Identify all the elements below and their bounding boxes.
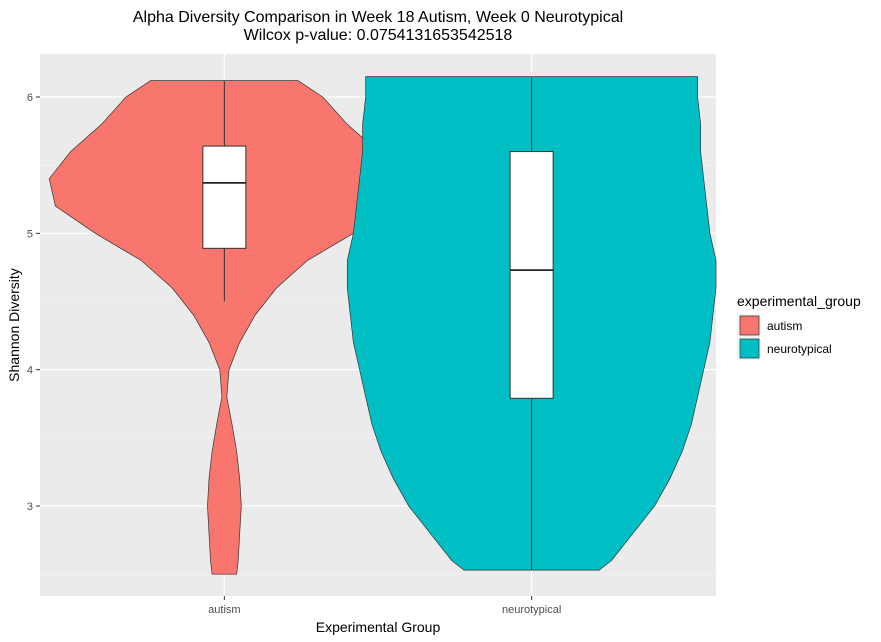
legend: experimental_group autism neurotypical <box>737 293 861 360</box>
y-tick-label: 6 <box>27 92 33 104</box>
legend-keys: autism neurotypical <box>737 314 832 360</box>
violin-autism <box>48 80 400 575</box>
box-autism <box>202 145 247 249</box>
y-axis-title: Shannon Diversity <box>6 268 22 382</box>
legend-label-neurotypical: neurotypical <box>767 342 832 356</box>
axes: 3 4 5 6 autism neurotypical <box>27 92 561 616</box>
chart-title: Alpha Diversity Comparison in Week 18 Au… <box>133 9 623 26</box>
legend-swatch-neurotypical <box>739 338 760 359</box>
y-tick-label: 3 <box>27 501 33 513</box>
legend-label-autism: autism <box>767 319 802 333</box>
y-tick-label: 5 <box>27 228 33 240</box>
x-tick-label: neurotypical <box>502 604 561 616</box>
y-tick-label: 4 <box>27 365 33 377</box>
chart-subtitle: Wilcox p-value: 0.0754131653542518 <box>244 27 513 44</box>
box-neurotypical <box>509 151 554 399</box>
legend-title: experimental_group <box>737 293 861 309</box>
x-axis-title: Experimental Group <box>316 619 441 635</box>
x-tick-label: autism <box>208 604 240 616</box>
boxplots <box>202 76 554 571</box>
legend-swatch-autism <box>739 315 760 336</box>
